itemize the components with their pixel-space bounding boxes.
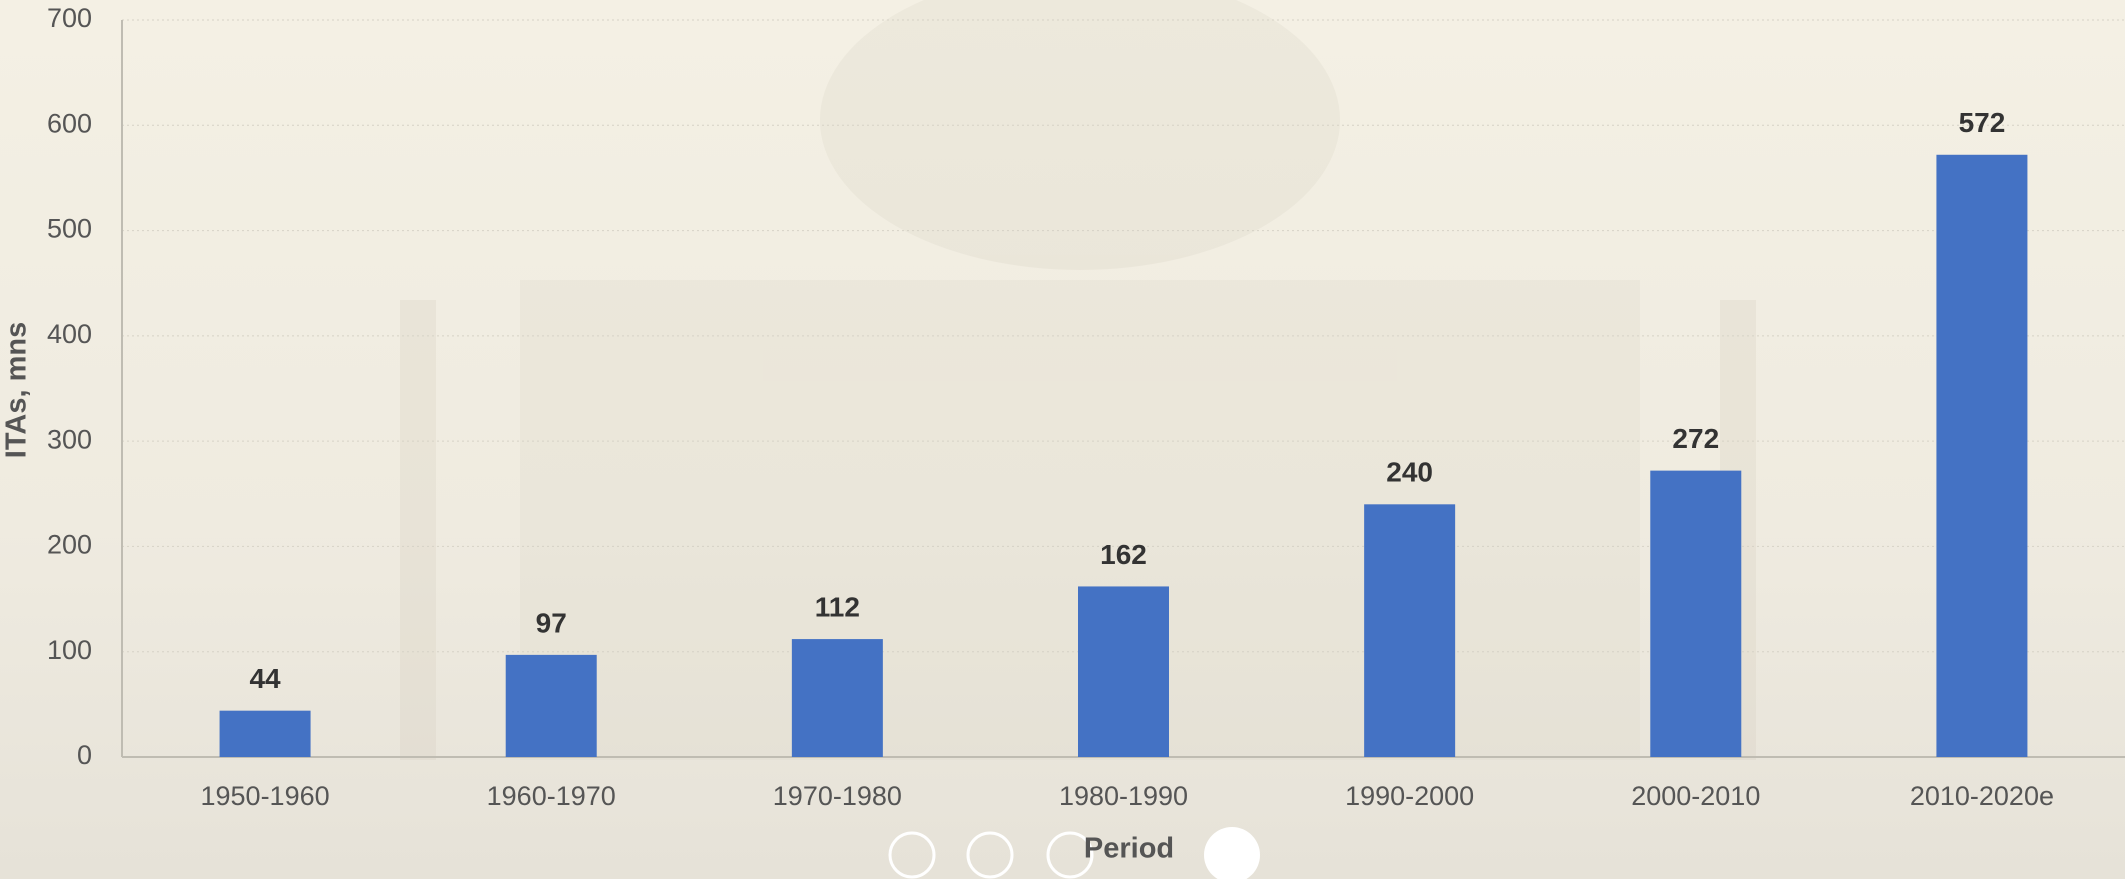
data-label: 112 xyxy=(815,591,860,622)
y-tick-label: 600 xyxy=(47,108,92,138)
y-tick-label: 700 xyxy=(47,3,92,33)
bar xyxy=(1936,154,2028,757)
y-tick-label: 500 xyxy=(47,214,92,244)
bar xyxy=(1364,504,1456,757)
data-label: 44 xyxy=(249,663,281,694)
x-tick-label: 2000-2010 xyxy=(1631,781,1760,811)
x-tick-label: 1990-2000 xyxy=(1345,781,1474,811)
y-tick-label: 400 xyxy=(47,319,92,349)
data-label: 97 xyxy=(536,607,567,638)
y-axis-title: ITAs, mns xyxy=(1,322,33,458)
bar xyxy=(1078,586,1169,757)
bar xyxy=(219,710,311,757)
x-axis-title: Period xyxy=(1084,833,1174,865)
x-tick-label: 1950-1960 xyxy=(201,781,330,811)
x-tick-label: 1980-1990 xyxy=(1059,781,1188,811)
bar xyxy=(791,639,883,757)
carousel-dot[interactable] xyxy=(888,831,936,879)
y-tick-label: 0 xyxy=(77,740,92,770)
carousel-dot[interactable] xyxy=(1204,827,1260,879)
data-label: 240 xyxy=(1386,457,1433,488)
x-tick-label: 1970-1980 xyxy=(773,781,902,811)
data-label: 162 xyxy=(1100,539,1147,570)
data-label: 572 xyxy=(1959,107,2006,138)
x-tick-label: 1960-1970 xyxy=(487,781,616,811)
y-tick-label: 200 xyxy=(47,530,92,560)
carousel-dots xyxy=(888,827,1260,879)
carousel-dot[interactable] xyxy=(966,831,1014,879)
bar xyxy=(505,654,597,757)
y-tick-label: 100 xyxy=(47,635,92,665)
y-tick-label: 300 xyxy=(47,424,92,454)
bar xyxy=(1650,470,1742,757)
carousel-dot[interactable] xyxy=(1046,831,1094,879)
x-tick-label: 2010-2020e xyxy=(1910,781,2054,811)
data-label: 272 xyxy=(1672,423,1719,454)
